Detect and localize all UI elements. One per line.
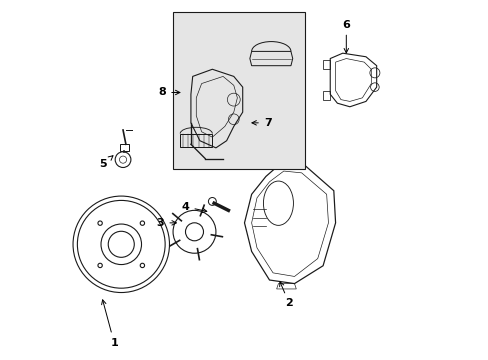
Text: 4: 4	[181, 202, 206, 213]
Text: 6: 6	[342, 19, 349, 53]
Text: 8: 8	[158, 87, 180, 98]
Text: 2: 2	[279, 282, 292, 308]
Text: 3: 3	[157, 218, 176, 228]
Bar	[173, 12, 305, 169]
Circle shape	[208, 198, 216, 205]
Text: 7: 7	[251, 118, 271, 128]
Text: 5: 5	[100, 156, 113, 169]
Text: 1: 1	[102, 300, 118, 347]
